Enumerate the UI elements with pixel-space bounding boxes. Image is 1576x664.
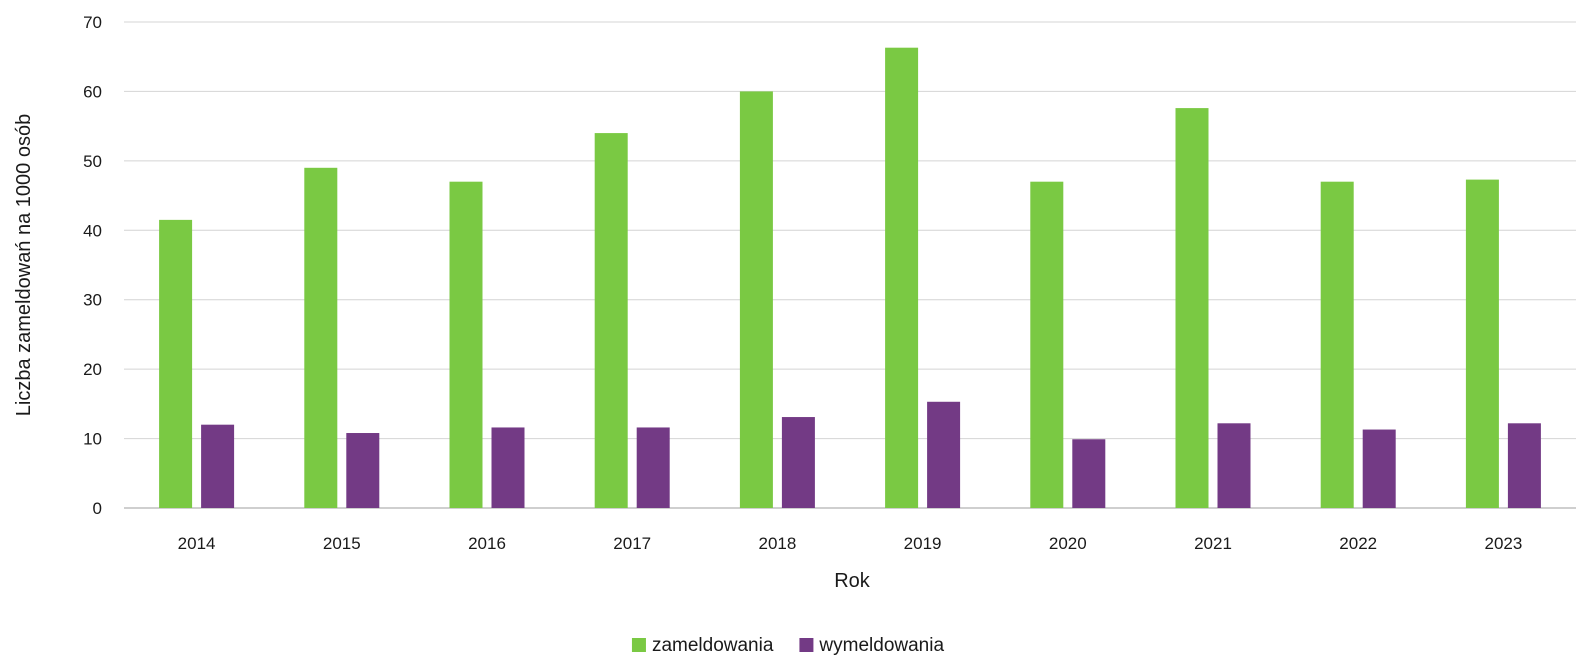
bars <box>159 47 1541 509</box>
y-tick-label: 20 <box>83 360 102 379</box>
bar-zameldowania-2014 <box>159 219 193 508</box>
bar-wymeldowania-2018 <box>781 417 815 508</box>
bar-zameldowania-2020 <box>1030 181 1064 508</box>
bar-wymeldowania-2019 <box>927 401 961 508</box>
legend-item-zameldowania: zameldowania <box>631 635 774 656</box>
legend-swatch <box>631 638 646 652</box>
bar-wymeldowania-2015 <box>346 433 380 508</box>
x-axis-ticks: 2014 2015 2016 2017 2018 2019 2020 2021 2022 2023 <box>178 534 1523 553</box>
x-tick-label: 2014 <box>178 534 216 553</box>
x-tick-label: 2018 <box>758 534 796 553</box>
bar-zameldowania-2018 <box>739 91 773 508</box>
y-axis-ticks: 0 10 20 30 40 50 60 70 <box>83 13 102 518</box>
bar-zameldowania-2021 <box>1175 108 1209 508</box>
bar-wymeldowania-2020 <box>1072 439 1106 508</box>
legend-item-wymeldowania: wymeldowania <box>799 635 944 656</box>
bar-zameldowania-2023 <box>1465 179 1499 509</box>
legend-label: wymeldowania <box>818 635 944 656</box>
bar-wymeldowania-2022 <box>1362 429 1396 508</box>
x-tick-label: 2017 <box>613 534 651 553</box>
legend-swatch <box>799 638 814 652</box>
x-tick-label: 2020 <box>1049 534 1087 553</box>
bar-zameldowania-2022 <box>1320 181 1354 508</box>
bar-wymeldowania-2014 <box>201 424 235 508</box>
bar-wymeldowania-2021 <box>1217 423 1251 508</box>
bar-zameldowania-2015 <box>304 167 338 509</box>
bar-zameldowania-2019 <box>885 47 919 509</box>
bar-zameldowania-2016 <box>449 181 483 508</box>
y-tick-label: 30 <box>83 291 102 310</box>
y-tick-label: 40 <box>83 221 102 240</box>
bar-wymeldowania-2016 <box>491 427 525 508</box>
y-tick-label: 50 <box>83 152 102 171</box>
x-tick-label: 2019 <box>904 534 942 553</box>
y-axis-title: Liczba zameldowań na 1000 osób <box>13 114 35 416</box>
x-tick-label: 2022 <box>1339 534 1377 553</box>
x-tick-label: 2016 <box>468 534 506 553</box>
grid <box>124 21 1576 509</box>
x-axis-title: Rok <box>834 570 871 592</box>
x-tick-label: 2021 <box>1194 534 1232 553</box>
y-tick-label: 10 <box>83 430 102 449</box>
y-tick-label: 70 <box>83 13 102 32</box>
legend-label: zameldowania <box>652 635 774 656</box>
legend: zameldowania wymeldowania <box>631 635 944 656</box>
y-tick-label: 0 <box>93 499 102 518</box>
x-tick-label: 2015 <box>323 534 361 553</box>
bar-wymeldowania-2023 <box>1507 423 1541 508</box>
bar-zameldowania-2017 <box>594 133 628 509</box>
x-tick-label: 2023 <box>1484 534 1522 553</box>
bar-wymeldowania-2017 <box>636 427 670 508</box>
y-tick-label: 60 <box>83 82 102 101</box>
